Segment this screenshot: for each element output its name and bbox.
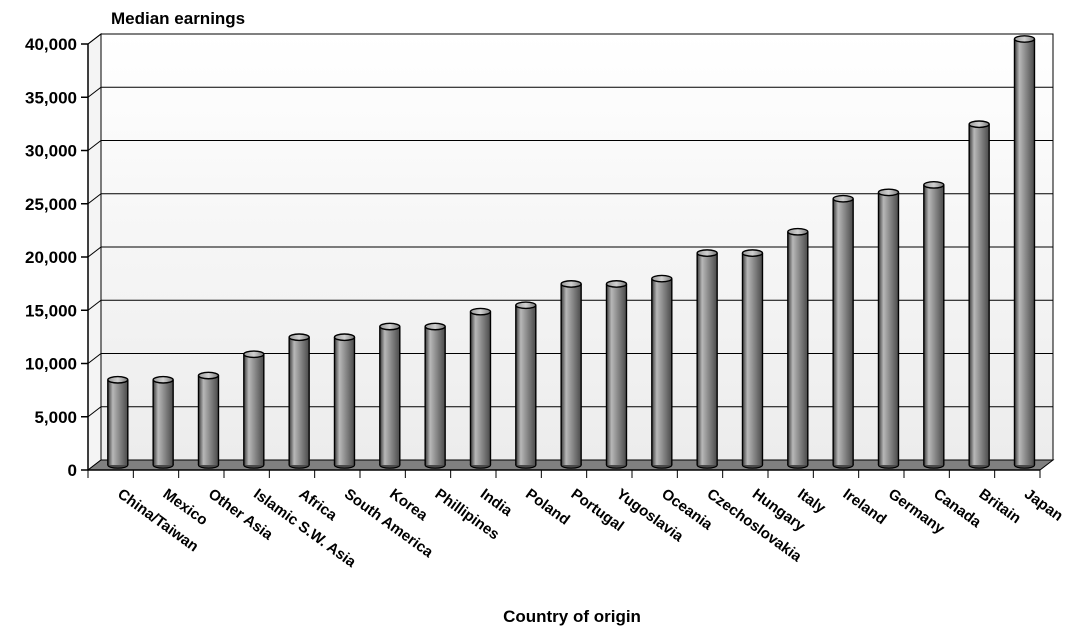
bar — [696, 249, 718, 469]
bar-cap — [379, 322, 401, 331]
bar-cap — [107, 375, 129, 384]
x-tick-label: Poland — [522, 485, 572, 528]
x-tick-label: Britain — [976, 485, 1024, 527]
bar-cap — [469, 307, 492, 316]
bar — [469, 307, 492, 469]
bar-cap — [1013, 35, 1036, 43]
bar-body — [697, 253, 718, 465]
x-tick-label: China/Taiwan — [114, 485, 201, 555]
bar — [741, 249, 764, 469]
bar — [197, 371, 220, 469]
y-tick-label: 25,000 — [25, 195, 77, 214]
y-tick-label: 10,000 — [25, 355, 77, 374]
bar-body — [651, 278, 672, 465]
bar-body — [334, 337, 355, 465]
bar-body — [1014, 39, 1035, 465]
gridline — [87, 353, 1053, 364]
y-axis-title: Median earnings — [111, 9, 245, 28]
bar — [333, 333, 356, 469]
bar-body — [425, 326, 446, 465]
bar-body — [742, 253, 763, 465]
y-tick-label: 5,000 — [34, 408, 77, 427]
bar — [515, 301, 537, 469]
bar-body — [515, 305, 536, 465]
gridline — [87, 246, 1053, 258]
gridline — [87, 299, 1053, 311]
bar-body — [243, 354, 264, 465]
bar — [152, 375, 174, 469]
bar-cap — [741, 249, 764, 257]
y-tick-label: 30,000 — [25, 142, 77, 161]
gridline — [87, 33, 1053, 45]
bar — [923, 181, 945, 469]
bar-body — [379, 326, 400, 465]
bar — [424, 322, 446, 469]
bar-cap — [152, 375, 174, 384]
bar — [1013, 35, 1036, 469]
y-tick-label: 35,000 — [25, 88, 77, 107]
bar — [107, 375, 129, 469]
bar-body — [289, 337, 310, 465]
bar — [379, 322, 401, 469]
bar-body — [198, 375, 219, 465]
gridline — [87, 86, 1053, 98]
bar — [288, 333, 310, 469]
bar-cap — [651, 274, 673, 283]
bar-body — [470, 311, 491, 465]
bar-cap — [243, 350, 265, 359]
bar-cap — [515, 301, 537, 310]
bar-cap — [560, 280, 582, 288]
bar-body — [153, 379, 174, 465]
bar-body — [833, 198, 854, 465]
x-tick-label: Ireland — [840, 485, 890, 528]
bar-cap — [832, 194, 854, 203]
bar — [651, 274, 673, 469]
bar — [877, 188, 900, 469]
bar-body — [107, 379, 128, 465]
x-tick-label: Italy — [794, 485, 829, 517]
bar-body — [561, 283, 582, 465]
bar — [243, 350, 265, 469]
bar — [560, 280, 582, 469]
gridline — [87, 140, 1053, 151]
bar-body — [969, 124, 990, 465]
x-axis-title: Country of origin — [503, 607, 641, 626]
bar-cap — [696, 249, 718, 257]
bar — [832, 194, 854, 469]
gridline — [87, 193, 1053, 205]
y-tick-label: 15,000 — [25, 301, 77, 320]
bar-cap — [968, 120, 990, 129]
bar-cap — [923, 181, 945, 189]
bar-body — [923, 184, 944, 465]
bar — [787, 227, 809, 469]
bar-cap — [424, 322, 446, 331]
bar-cap — [877, 188, 900, 197]
bar-cap — [333, 333, 356, 342]
gridline — [87, 406, 1053, 418]
bar-cap — [197, 371, 220, 380]
y-tick-label: 0 — [68, 461, 77, 480]
bar-body — [878, 192, 899, 466]
bar-body — [606, 283, 627, 465]
bar-cap — [787, 227, 809, 236]
y-tick-label: 20,000 — [25, 248, 77, 267]
x-tick-label: Japan — [1021, 485, 1066, 524]
y-tick-label: 40,000 — [25, 35, 77, 54]
bar-body — [787, 231, 808, 465]
bar — [968, 120, 990, 469]
bar — [605, 280, 628, 469]
bar-cap — [288, 333, 310, 342]
bar-cap — [605, 280, 628, 288]
